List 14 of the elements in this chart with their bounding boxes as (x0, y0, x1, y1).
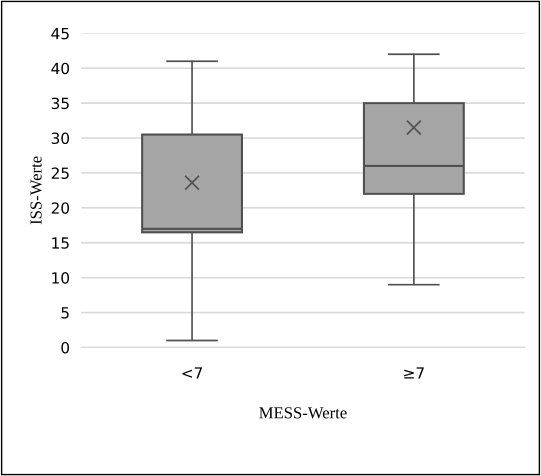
y-tick-label: 10 (52, 272, 70, 284)
y-tick-label: 40 (51, 62, 70, 74)
y-tick-label: 0 (61, 342, 70, 354)
x-axis-title: MESS-Werte (259, 407, 347, 419)
y-tick-label: 30 (52, 132, 70, 144)
y-tick-label: 35 (52, 98, 69, 110)
y-tick-label: 20 (52, 202, 70, 214)
x-tick-label: <7 (182, 367, 202, 379)
y-tick-label: 5 (62, 307, 69, 319)
y-axis-title: ISS-Werte (30, 156, 42, 224)
x-tick-label: ≥7 (404, 367, 424, 379)
y-tick-label: 45 (51, 28, 69, 40)
y-tick-label: 15 (52, 237, 69, 249)
y-tick-label: 25 (52, 167, 69, 179)
